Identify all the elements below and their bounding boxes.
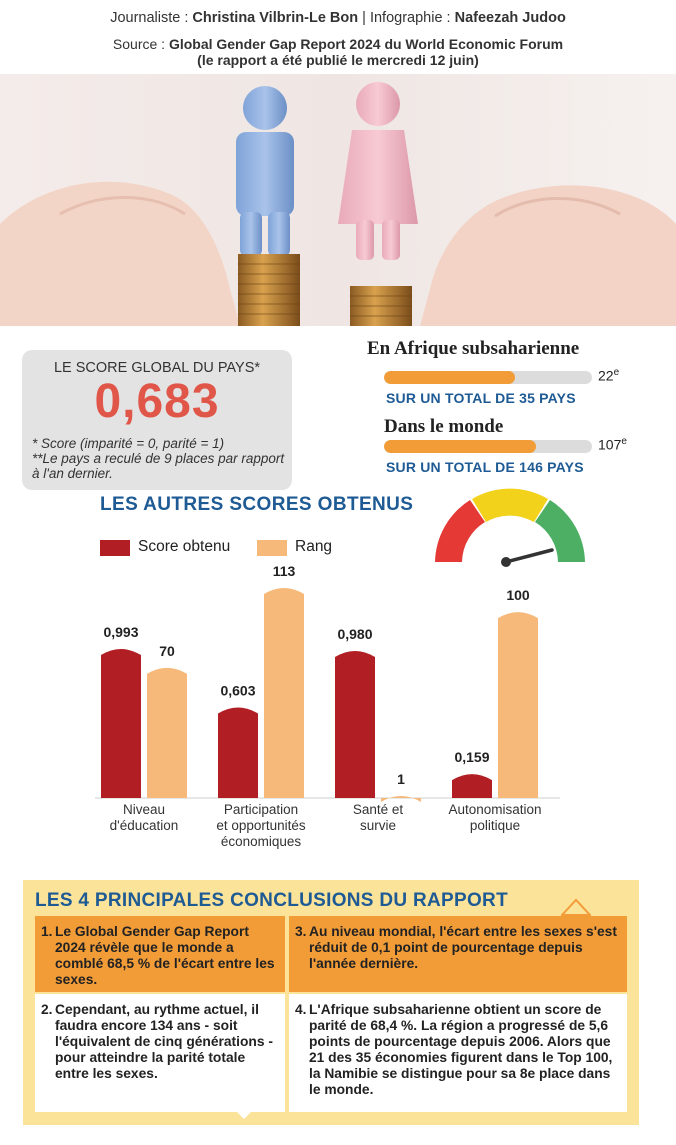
category-label-line: Niveau <box>122 802 166 817</box>
rank-value-world: 107e <box>598 436 627 453</box>
conclusion-item-2: 2. Cependant, au rythme actuel, il faudr… <box>35 994 285 1112</box>
score-label-1: 0,993 <box>103 624 138 640</box>
rank-value-africa: 22e <box>598 367 620 384</box>
journalist-name: Christina Vilbrin-Le Bon <box>192 10 359 26</box>
triangle-down-icon <box>230 1105 258 1119</box>
legend-score-label: Score obtenu <box>138 538 231 555</box>
gauge-icon <box>435 488 585 567</box>
rank-label-1: 70 <box>159 643 175 659</box>
source-line: Source : Global Gender Gap Report 2024 d… <box>0 36 676 68</box>
category-label-2: Participation et opportunités économiques <box>196 802 326 850</box>
score-bar-4 <box>452 774 492 798</box>
rank-bar-world <box>384 440 592 453</box>
global-score-label: LE SCORE GLOBAL DU PAYS* <box>53 360 261 376</box>
scores-bar-chart: 0,993 0,603 0,980 0,159 70 113 1 100 <box>95 563 560 802</box>
conclusions-box: LES 4 PRINCIPALES CONCLUSIONS DU RAPPORT… <box>23 880 639 1125</box>
rank-bar-1 <box>147 667 187 798</box>
source-note: (le rapport a été publié le mercredi 12 … <box>197 52 479 68</box>
infographic-name: Nafeezah Judoo <box>454 10 566 26</box>
category-label-line: économiques <box>220 834 302 849</box>
score-bar-3 <box>335 651 375 798</box>
score-label-2: 0,603 <box>220 683 255 699</box>
rank-title-africa: En Afrique subsaharienne <box>367 338 580 359</box>
credits-separator: | <box>362 10 366 26</box>
conclusion-item-4: 4. L'Afrique subsaharienne obtient un sc… <box>289 994 627 1112</box>
score-note-scale: * Score (imparité = 0, parité = 1) <box>32 436 225 451</box>
chart-title: LES AUTRES SCORES OBTENUS <box>100 494 414 515</box>
rank-bar-3 <box>381 796 421 802</box>
rank-bar-fill-africa <box>384 371 515 384</box>
rank-label-4: 100 <box>506 587 530 603</box>
rank-label-3: 1 <box>397 771 405 787</box>
rank-bar-4 <box>498 612 538 798</box>
category-label-line: d'éducation <box>109 818 179 833</box>
gender-figures-photo <box>0 74 676 326</box>
category-label-3: Santé et survie <box>313 802 443 834</box>
rank-bar-africa <box>384 371 592 384</box>
legend-rank-swatch <box>257 540 287 556</box>
category-label-line: Participation <box>223 802 299 817</box>
score-label-4: 0,159 <box>454 749 489 765</box>
category-label-line: Santé et <box>352 802 404 817</box>
triangle-up-icon <box>561 898 591 916</box>
conclusion-item-1: 1. Le Global Gender Gap Report 2024 révè… <box>35 916 285 992</box>
rank-total-world: SUR UN TOTAL DE 146 PAYS <box>386 459 584 475</box>
score-label-3: 0,980 <box>337 626 372 642</box>
score-bar-1 <box>101 649 141 798</box>
source-name: Global Gender Gap Report 2024 du World E… <box>168 36 564 52</box>
category-label-line: Autonomisation <box>448 802 542 817</box>
rank-bar-fill-world <box>384 440 537 453</box>
legend-rank-label: Rang <box>295 538 333 555</box>
category-label-line: politique <box>469 818 521 833</box>
global-score-card: LE SCORE GLOBAL DU PAYS* 0,683 * Score (… <box>22 350 292 490</box>
category-label-line: survie <box>359 818 396 833</box>
credits-line: Journaliste : Christina Vilbrin-Le Bon |… <box>0 10 676 26</box>
conclusion-item-3: 3. Au niveau mondial, l'écart entre les … <box>289 916 627 992</box>
rank-total-africa: SUR UN TOTAL DE 35 PAYS <box>386 390 576 406</box>
infographic-label: Infographie : <box>369 10 451 26</box>
journalist-label: Journaliste : <box>110 10 189 26</box>
category-label-1: Niveau d'éducation <box>79 802 209 834</box>
rank-label-2: 113 <box>273 563 296 579</box>
conclusions-title: LES 4 PRINCIPALES CONCLUSIONS DU RAPPORT <box>35 890 508 911</box>
legend-score-swatch <box>100 540 130 556</box>
rank-title-world: Dans le monde <box>384 416 504 437</box>
category-label-line: et opportunités <box>216 818 306 833</box>
score-note-decline: **Le pays a reculé de 9 places par rappo… <box>32 451 285 481</box>
global-score-value: 0,683 <box>94 375 220 428</box>
score-bar-2 <box>218 707 258 798</box>
category-label-4: Autonomisation politique <box>430 802 560 834</box>
source-label: Source : <box>112 36 166 52</box>
rank-bar-2 <box>264 588 304 798</box>
global-score-notes: * Score (imparité = 0, parité = 1) **Le … <box>32 436 287 481</box>
